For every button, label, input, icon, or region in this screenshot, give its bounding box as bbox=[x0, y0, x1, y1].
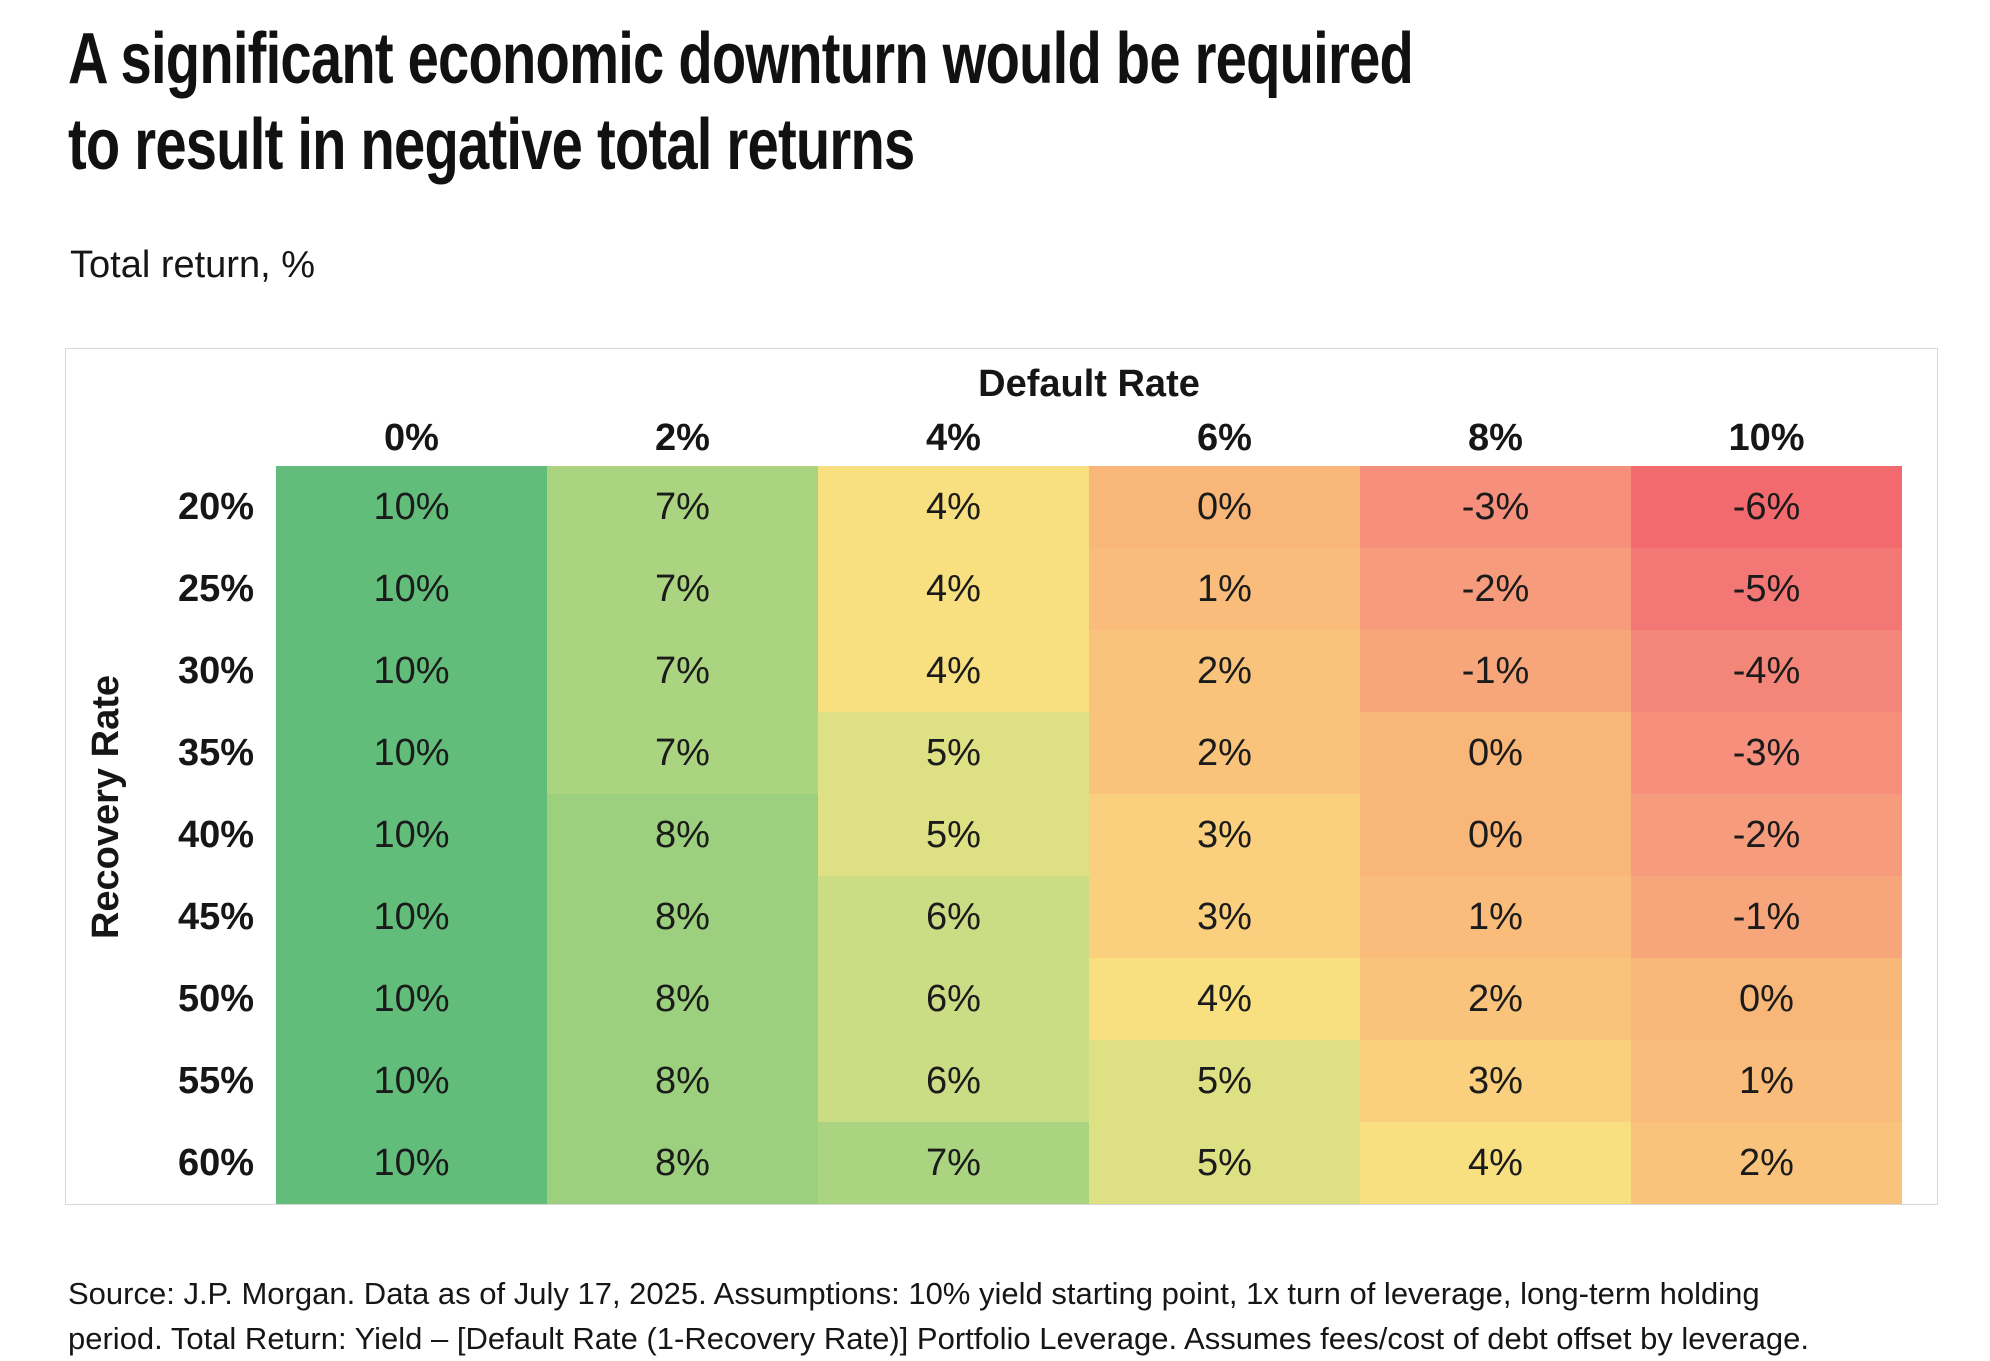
heatmap-cell: 10% bbox=[276, 794, 547, 876]
row-header: 50% bbox=[177, 977, 254, 1020]
heatmap-cell: 2% bbox=[1360, 958, 1631, 1040]
heatmap-cell: 6% bbox=[818, 1040, 1089, 1122]
row-header: 35% bbox=[177, 731, 254, 774]
heatmap-cell: 10% bbox=[276, 1122, 547, 1204]
column-header: 4% bbox=[926, 417, 981, 459]
heatmap-cell: 0% bbox=[1631, 958, 1902, 1040]
heatmap-cell: 1% bbox=[1089, 548, 1360, 630]
row-header: 45% bbox=[177, 895, 254, 938]
heatmap-cell: 5% bbox=[1089, 1122, 1360, 1204]
heatmap-cell: 2% bbox=[1631, 1122, 1902, 1204]
heatmap-cell: 6% bbox=[818, 958, 1089, 1040]
column-header: 8% bbox=[1468, 417, 1523, 459]
heatmap-cell: 10% bbox=[276, 1040, 547, 1122]
heatmap-cell: 7% bbox=[547, 548, 818, 630]
heatmap-cell: 8% bbox=[547, 876, 818, 958]
heatmap-cell: -1% bbox=[1360, 630, 1631, 712]
heatmap-cell: 2% bbox=[1089, 630, 1360, 712]
column-header: 6% bbox=[1197, 417, 1252, 459]
heatmap-cell: -3% bbox=[1360, 466, 1631, 548]
row-header: 20% bbox=[177, 485, 254, 528]
heatmap-cell: -5% bbox=[1631, 548, 1902, 630]
heatmap-cell: -1% bbox=[1631, 876, 1902, 958]
heatmap-cell: 3% bbox=[1360, 1040, 1631, 1122]
row-header: 25% bbox=[177, 567, 254, 610]
heatmap-cell: 8% bbox=[547, 794, 818, 876]
heatmap-cell: 5% bbox=[818, 794, 1089, 876]
row-header: 60% bbox=[177, 1141, 254, 1184]
heatmap-grid: 0% 2% 4% 6% 8% 10% 20% 10% 7% 4% 0% -3% -6% 25% 10% 7% 4… bbox=[66, 411, 1902, 1204]
heatmap-cell: 1% bbox=[1360, 876, 1631, 958]
heatmap-cell: 0% bbox=[1360, 712, 1631, 794]
source-note: Source: J.P. Morgan. Data as of July 17,… bbox=[68, 1271, 1809, 1361]
heatmap-cell: 7% bbox=[547, 712, 818, 794]
heatmap-cell: 8% bbox=[547, 1040, 818, 1122]
heatmap-cell: 10% bbox=[276, 958, 547, 1040]
heatmap-cell: 10% bbox=[276, 548, 547, 630]
heatmap-cell: 0% bbox=[1360, 794, 1631, 876]
heatmap-cell: 2% bbox=[1089, 712, 1360, 794]
heatmap-cell: -3% bbox=[1631, 712, 1902, 794]
source-note-line1: Source: J.P. Morgan. Data as of July 17,… bbox=[68, 1276, 1760, 1311]
row-header: 30% bbox=[177, 649, 254, 692]
column-header: 0% bbox=[384, 417, 439, 459]
heatmap-cell: 4% bbox=[818, 630, 1089, 712]
row-header: 55% bbox=[177, 1059, 254, 1102]
heatmap-cell: 10% bbox=[276, 876, 547, 958]
heatmap-cell: 5% bbox=[818, 712, 1089, 794]
heatmap-cell: 7% bbox=[547, 466, 818, 548]
heatmap-cell: 0% bbox=[1089, 466, 1360, 548]
heatmap-cell: 8% bbox=[547, 958, 818, 1040]
heatmap-cell: -6% bbox=[1631, 466, 1902, 548]
heatmap-cell: 7% bbox=[547, 630, 818, 712]
heatmap-chart: Default Rate 0% 2% 4% 6% 8% 10% 20% 10% 7% 4% 0% -3… bbox=[65, 348, 1938, 1205]
heatmap-cell: 3% bbox=[1089, 794, 1360, 876]
y-axis-wrap: Recovery Rate bbox=[66, 411, 146, 1204]
x-axis-title: Default Rate bbox=[978, 363, 1200, 405]
heatmap-cell: 1% bbox=[1631, 1040, 1902, 1122]
y-axis-title: Recovery Rate bbox=[84, 675, 127, 940]
source-note-line2: period. Total Return: Yield – [Default R… bbox=[68, 1321, 1809, 1356]
page-title-line2: to result in negative total returns bbox=[68, 105, 915, 185]
heatmap-cell: -2% bbox=[1360, 548, 1631, 630]
chart-subtitle: Total return, % bbox=[70, 244, 315, 286]
page-title-line1: A significant economic downturn would be… bbox=[68, 19, 1414, 99]
column-header: 2% bbox=[655, 417, 710, 459]
heatmap-cell: 4% bbox=[818, 466, 1089, 548]
heatmap-cell: 10% bbox=[276, 630, 547, 712]
heatmap-cell: 6% bbox=[818, 876, 1089, 958]
heatmap-cell: 4% bbox=[1360, 1122, 1631, 1204]
heatmap-cell: 4% bbox=[1089, 958, 1360, 1040]
heatmap-cell: 8% bbox=[547, 1122, 818, 1204]
column-header: 10% bbox=[1728, 417, 1805, 459]
heatmap-cell: -4% bbox=[1631, 630, 1902, 712]
heatmap-cell: 7% bbox=[818, 1122, 1089, 1204]
page-title: A significant economic downturn would be… bbox=[68, 16, 1792, 188]
heatmap-cell: -2% bbox=[1631, 794, 1902, 876]
row-header: 40% bbox=[177, 813, 254, 856]
heatmap-cell: 4% bbox=[818, 548, 1089, 630]
heatmap-cell: 5% bbox=[1089, 1040, 1360, 1122]
heatmap-cell: 3% bbox=[1089, 876, 1360, 958]
heatmap-cell: 10% bbox=[276, 466, 547, 548]
heatmap-cell: 10% bbox=[276, 712, 547, 794]
